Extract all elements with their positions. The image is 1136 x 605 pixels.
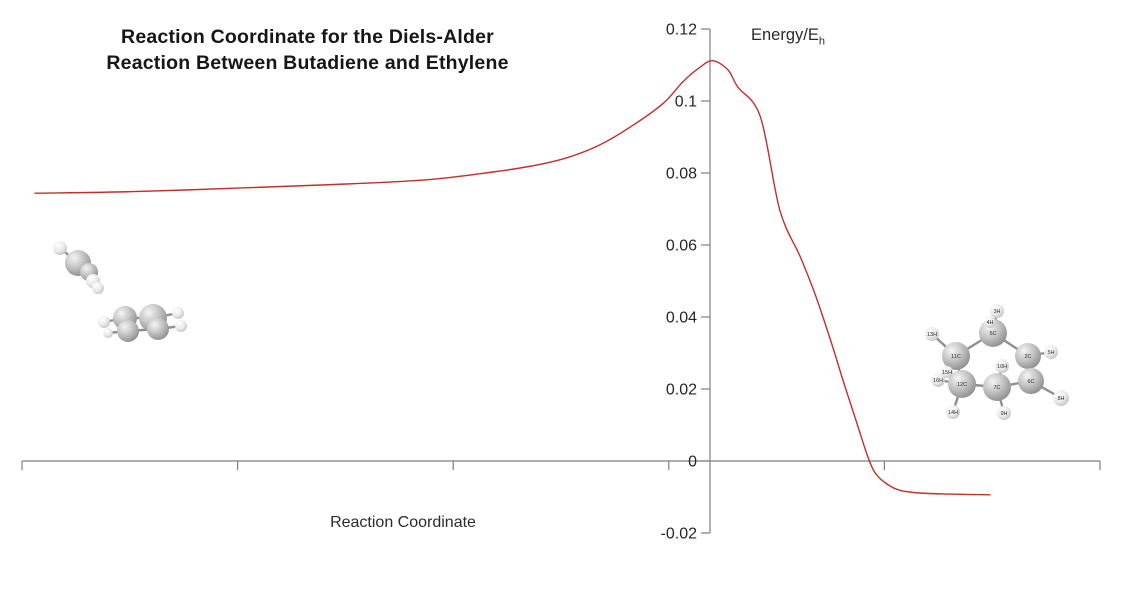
y-axis-title-subscript: h <box>818 35 825 48</box>
atom-label: 8H <box>1057 396 1064 402</box>
chart-title-line2: Reaction Between Butadiene and Ethylene <box>106 52 509 74</box>
axes-layer: 0.12 0.1 0.08 0.06 0.04 0.02 0 -0.02 <box>21 22 1101 543</box>
atom-label: 9H <box>1000 411 1007 417</box>
carbon-atom-sphere <box>1018 368 1044 394</box>
hydrogen-atom-sphere <box>175 320 187 332</box>
energy-curve <box>34 59 991 496</box>
atom-label: 6C <box>1027 379 1034 385</box>
reactants-ethylene-model <box>53 241 104 294</box>
hydrogen-atom-sphere <box>172 307 184 319</box>
hydrogen-atom-sphere <box>53 241 67 255</box>
atom-label: 7C <box>993 385 1000 391</box>
hydrogen-atom-sphere <box>984 316 996 328</box>
y-tick-label: -0.02 <box>661 526 698 543</box>
hydrogen-atom-sphere <box>925 327 939 341</box>
atom-label: 15H <box>942 370 952 376</box>
atom-label: 5H <box>1047 350 1054 356</box>
reactants-butadiene-model <box>98 304 187 342</box>
hydrogen-atom-sphere <box>997 406 1011 420</box>
hydrogen-atom-sphere <box>92 282 104 294</box>
hydrogen-atom-sphere <box>990 304 1004 318</box>
y-tick-label: 0.08 <box>666 166 697 183</box>
chart-title-line1: Reaction Coordinate for the Diels-Alder <box>121 26 494 48</box>
hydrogen-atom-sphere <box>931 373 945 387</box>
x-axis-title: Reaction Coordinate <box>330 514 476 531</box>
hydrogen-atom-sphere <box>103 328 113 338</box>
atom-label: 10H <box>997 364 1007 370</box>
hydrogen-atom-sphere <box>941 366 953 378</box>
hydrogen-atom-sphere <box>995 359 1009 373</box>
y-axis-title: Energy/Eh <box>751 26 825 47</box>
y-tick-label: 0 <box>688 454 697 471</box>
atom-label: 13H <box>927 332 937 338</box>
atom-label: 11C <box>951 354 961 360</box>
atom-label: 12C <box>957 382 967 388</box>
y-tick-label: 0.1 <box>675 94 697 111</box>
hydrogen-atom-sphere <box>1044 345 1058 359</box>
carbon-atom-sphere <box>1015 343 1041 369</box>
atom-label: 5C <box>989 331 996 337</box>
carbon-atom-sphere <box>117 320 139 342</box>
y-axis-title-text: Energy/E <box>751 26 819 44</box>
y-tick-label: 0.04 <box>666 310 697 327</box>
y-tick-label: 0.12 <box>666 22 697 39</box>
y-tick-label: 0.06 <box>666 238 697 255</box>
atom-label: 4H <box>986 320 993 326</box>
atom-label: 16H <box>933 378 943 384</box>
chart-title: Reaction Coordinate for the Diels-Alder … <box>35 24 580 76</box>
atom-label: 3H <box>993 309 1000 315</box>
carbon-atom-sphere <box>983 373 1011 401</box>
hydrogen-atom-sphere <box>98 316 110 328</box>
carbon-atom-sphere <box>942 342 970 370</box>
hydrogen-atom-sphere <box>946 405 960 419</box>
carbon-atom-sphere <box>948 370 976 398</box>
carbon-atom-sphere <box>147 318 169 340</box>
curve-layer <box>34 59 991 496</box>
atom-label: 2C <box>1024 354 1031 360</box>
atom-label: 14H <box>948 410 958 416</box>
y-tick-label: 0.02 <box>666 382 697 399</box>
hydrogen-atom-sphere <box>1053 390 1069 406</box>
